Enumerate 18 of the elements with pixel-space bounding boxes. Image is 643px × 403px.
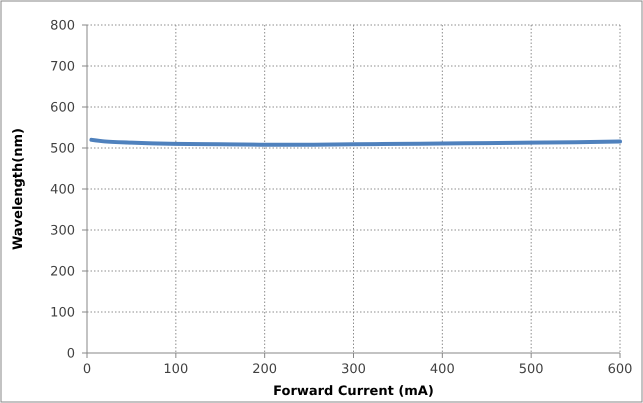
x-tick-label: 600 xyxy=(608,362,632,377)
x-tick-label: 100 xyxy=(163,362,188,377)
y-tick-label: 600 xyxy=(50,100,75,116)
x-tick-label: 0 xyxy=(82,362,92,377)
x-tick-label: 300 xyxy=(341,362,366,377)
x-axis-title: Forward Current (mA) xyxy=(273,384,434,399)
y-tick-label: 800 xyxy=(50,18,75,34)
y-tick-label: 500 xyxy=(50,142,75,157)
x-tick-label: 400 xyxy=(430,362,455,377)
x-tick-label: 500 xyxy=(518,362,544,377)
y-tick-label: 100 xyxy=(50,306,75,321)
y-axis-title: Wavelength(nm) xyxy=(11,128,26,250)
y-tick-label: 700 xyxy=(50,60,75,75)
y-tick-label: 400 xyxy=(50,182,75,198)
x-tick-label: 200 xyxy=(252,362,278,377)
y-tick-label: 0 xyxy=(66,346,75,362)
y-tick-label: 300 xyxy=(50,224,75,239)
y-tick-label: 200 xyxy=(50,264,75,280)
